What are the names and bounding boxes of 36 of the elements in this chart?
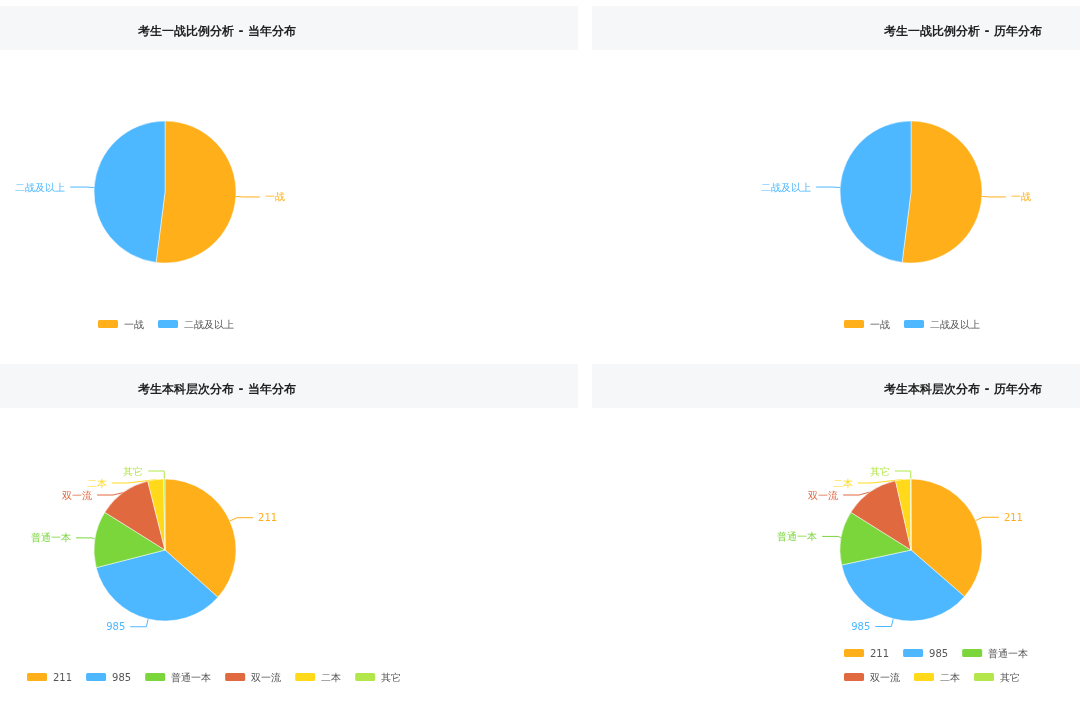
legend-label: 二本 xyxy=(940,671,960,683)
chart-title: 考生本科层次分布 - 当年分布 xyxy=(137,382,296,396)
slice-label: 211 xyxy=(1003,511,1023,523)
slice-label: 二本 xyxy=(86,477,107,489)
legend-label: 其它 xyxy=(381,671,402,683)
legend-label: 二本 xyxy=(321,671,342,683)
slice-label: 普通一本 xyxy=(777,530,818,542)
legend-label: 其它 xyxy=(1000,671,1020,683)
legend-label: 985 xyxy=(929,647,949,659)
slice-label: 二战及以上 xyxy=(15,181,66,193)
slice-label: 双一流 xyxy=(808,489,839,501)
legend-label: 双一流 xyxy=(870,671,900,683)
legend-label: 一战 xyxy=(870,318,890,330)
legend-label: 一战 xyxy=(124,318,144,330)
legend-label: 211 xyxy=(53,671,73,683)
slice-label: 一战 xyxy=(264,191,285,203)
chart-title: 考生本科层次分布 - 历年分布 xyxy=(883,382,1042,396)
chart-title: 考生一战比例分析 - 当年分布 xyxy=(137,24,296,38)
slice-label: 211 xyxy=(258,512,278,524)
legend-label: 普通一本 xyxy=(988,647,1029,659)
slice-label: 985 xyxy=(106,621,126,633)
slice-label: 二本 xyxy=(832,477,853,489)
slice-label: 双一流 xyxy=(62,489,93,501)
legend-label: 211 xyxy=(870,647,890,659)
chart-title: 考生一战比例分析 - 历年分布 xyxy=(883,24,1042,38)
slice-label: 二战及以上 xyxy=(761,181,812,193)
slice-label: 一战 xyxy=(1010,191,1031,203)
slice-label: 其它 xyxy=(869,465,890,477)
legend-label: 普通一本 xyxy=(171,671,212,683)
legend-label: 双一流 xyxy=(251,671,282,683)
slice-label: 985 xyxy=(851,621,871,633)
slice-label: 其它 xyxy=(123,465,144,477)
slice-label: 普通一本 xyxy=(30,532,71,544)
legend-label: 二战及以上 xyxy=(930,318,980,330)
legend-label: 二战及以上 xyxy=(184,318,234,330)
legend-label: 985 xyxy=(112,671,132,683)
